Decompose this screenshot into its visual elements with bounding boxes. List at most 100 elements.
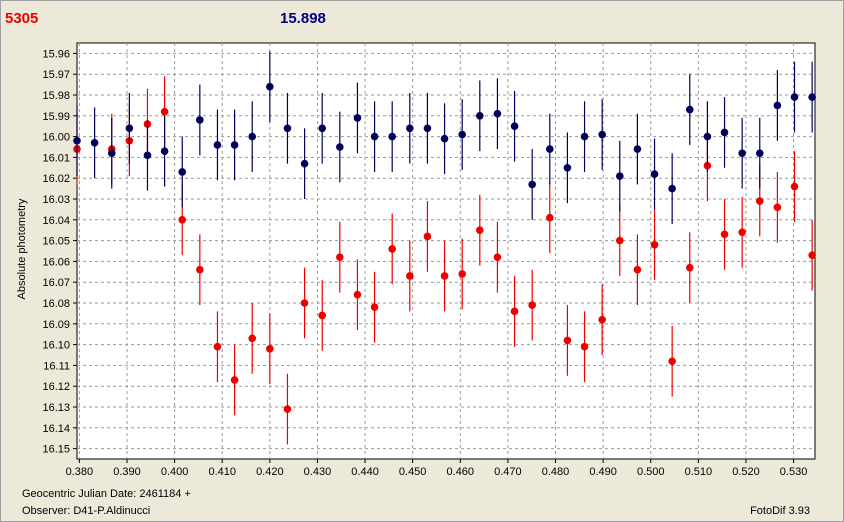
data-point-series-2 [300,159,309,168]
x-tick-label: 0.490 [589,466,617,478]
data-point-series-2 [213,141,222,149]
data-point-series-1 [755,197,764,205]
y-tick-label: 16.14 [42,423,70,435]
software-version-label: FotoDif 3.93 [750,505,810,517]
data-point-series-2 [266,82,274,91]
y-tick-label: 16.00 [42,132,70,144]
julian-date-label: Geocentric Julian Date: 2461184 + [22,488,191,500]
x-tick-label: 0.390 [113,466,141,478]
data-point-series-1 [476,226,484,234]
data-point-series-2 [598,130,606,139]
data-point-series-1 [318,311,327,320]
x-tick-label: 0.430 [304,466,332,478]
data-point-series-2 [196,116,204,124]
y-tick-label: 16.02 [42,173,70,185]
data-point-series-1 [563,336,572,345]
data-point-series-2 [143,151,152,160]
y-tick-label: 16.04 [42,215,70,227]
data-point-series-2 [808,93,816,101]
data-point-series-2 [720,128,729,137]
data-point-series-1 [423,232,432,241]
data-point-series-2 [545,145,554,153]
data-point-series-1 [248,334,257,343]
x-tick-label: 0.420 [256,466,284,478]
data-point-series-2 [528,180,536,189]
data-point-series-1 [283,405,292,413]
data-point-series-1 [650,240,659,249]
data-point-series-2 [633,145,642,153]
data-point-series-1 [633,265,642,274]
data-point-series-1 [230,376,239,384]
y-tick-label: 15.97 [42,69,70,81]
data-point-series-1 [668,357,676,366]
data-point-series-2 [178,168,187,176]
data-point-series-1 [773,203,782,212]
data-point-series-1 [196,265,204,274]
data-point-series-2 [773,101,782,110]
data-point-series-1 [336,253,344,262]
data-point-series-2 [510,122,519,130]
data-point-series-2 [685,105,694,114]
data-point-series-2 [476,112,484,120]
data-point-series-2 [423,124,432,133]
observer-label: Observer: D41-P.Aldinucci [22,505,151,517]
data-point-series-1 [388,245,396,253]
y-tick-label: 16.10 [42,340,70,352]
y-tick-label: 15.99 [42,111,70,123]
x-tick-label: 0.440 [351,466,379,478]
y-tick-label: 16.08 [42,298,70,310]
data-point-series-1 [370,303,379,311]
data-point-series-2 [615,172,624,180]
data-point-series-2 [406,124,414,133]
data-point-series-1 [300,299,309,307]
data-point-series-2 [668,184,676,193]
data-point-series-1 [406,272,414,280]
data-point-series-2 [107,149,116,158]
x-tick-label: 0.530 [780,466,808,478]
data-point-series-2 [90,139,99,147]
y-tick-label: 16.05 [42,236,70,248]
data-point-series-2 [248,132,257,141]
plot-area [76,42,816,460]
y-tick-label: 16.03 [42,194,70,206]
data-point-series-1 [353,290,362,299]
data-point-series-2 [318,124,327,133]
data-point-series-1 [440,272,449,280]
data-point-series-2 [580,132,589,141]
data-point-series-2 [160,147,169,155]
data-point-series-1 [160,107,169,116]
data-point-series-1 [493,253,502,262]
data-point-series-2 [703,132,712,141]
data-point-series-1 [458,270,466,278]
y-tick-label: 16.01 [42,152,70,164]
data-point-series-1 [598,315,606,324]
data-point-series-1 [685,263,694,272]
y-tick-label: 16.09 [42,319,70,331]
data-point-series-1 [615,236,624,245]
data-point-series-2 [388,132,396,141]
y-tick-label: 16.15 [42,444,70,456]
data-point-series-2 [650,170,659,178]
x-tick-label: 0.470 [494,466,522,478]
data-point-series-1 [510,307,519,316]
data-point-series-1 [580,342,589,351]
x-tick-label: 0.510 [685,466,713,478]
y-tick-label: 16.13 [42,402,70,414]
data-point-series-2 [283,124,292,133]
data-point-series-2 [563,164,572,172]
right-value-label: 15.898 [280,10,326,27]
data-point-series-2 [353,114,362,122]
x-tick-label: 0.480 [542,466,570,478]
x-tick-label: 0.500 [637,466,665,478]
data-point-series-1 [808,251,816,259]
data-point-series-1 [528,301,536,309]
x-tick-label: 0.460 [447,466,475,478]
y-tick-label: 16.12 [42,381,70,393]
data-point-series-2 [73,136,81,145]
left-value-label: 5305 [5,10,39,27]
data-point-series-2 [440,134,449,143]
y-tick-label: 16.11 [43,360,70,372]
data-point-series-1 [213,342,222,351]
x-tick-label: 0.410 [208,466,236,478]
